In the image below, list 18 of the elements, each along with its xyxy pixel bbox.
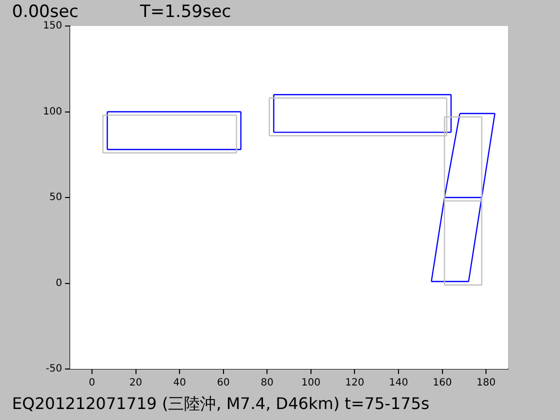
x-tick-label: 120 [345, 378, 364, 389]
y-tick-label: 0 [56, 278, 62, 289]
y-tick-label: -50 [46, 364, 62, 375]
y-tick-label: 100 [42, 106, 62, 118]
y-tick-label: 50 [49, 192, 62, 204]
y-tick-label: 150 [42, 20, 62, 32]
x-tick-label: 180 [476, 378, 496, 389]
x-tick-label: 80 [260, 378, 274, 389]
chart-title: 0.00sec [12, 2, 79, 22]
x-tick-label: 20 [129, 378, 142, 389]
x-tick-label: 160 [432, 378, 452, 389]
text: EQ201212071719 (三陸沖, M7.4, D46km) t=75-175s [12, 394, 430, 415]
x-tick-label: 60 [216, 378, 230, 389]
x-tick-label: 40 [173, 378, 186, 389]
chart-subtitle: T=1.59sec [140, 2, 232, 22]
x-tick-label: 0 [88, 378, 96, 389]
x-tick-label: 100 [301, 378, 320, 389]
x-tick-label: 140 [388, 378, 408, 389]
